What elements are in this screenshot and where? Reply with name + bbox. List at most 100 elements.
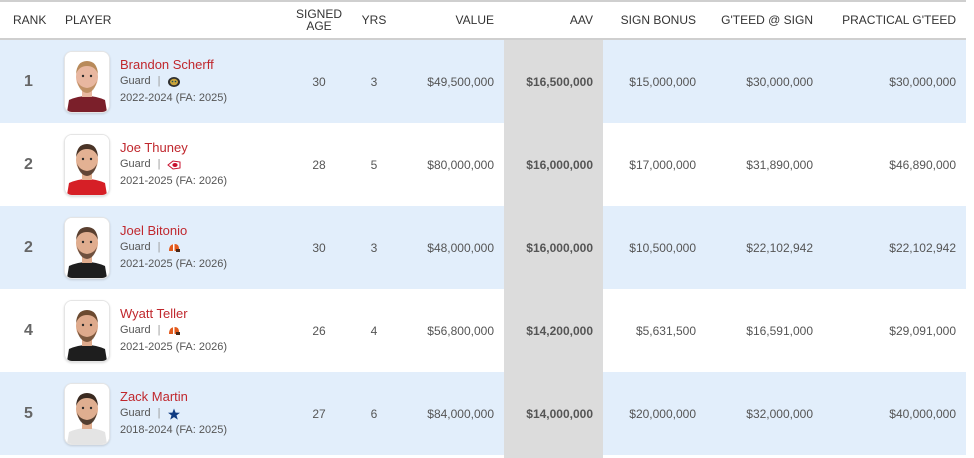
player-meta: Guard | xyxy=(120,73,227,90)
signed-age-header-line2: AGE xyxy=(306,19,332,33)
player-name-link[interactable]: Wyatt Teller xyxy=(120,306,188,321)
player-headshot[interactable] xyxy=(64,299,110,362)
gteed-at-sign-cell: $32,000,000 xyxy=(706,372,823,455)
player-position: Guard xyxy=(120,407,151,419)
sign-bonus-cell: $15,000,000 xyxy=(603,39,706,123)
signed-age-header[interactable]: SIGNED AGE xyxy=(284,2,354,40)
player-headshot[interactable] xyxy=(64,133,110,196)
player-info: Zack Martin Guard | 2018-2024 (FA: 2025) xyxy=(120,388,227,439)
player-cell: Joel Bitonio Guard | 2021-2025 (FA: 2026… xyxy=(57,206,284,289)
player-info: Joe Thuney Guard | 2021-2025 (FA: 2026) xyxy=(120,139,227,190)
top-rule xyxy=(0,0,966,2)
player-headshot[interactable] xyxy=(64,382,110,445)
yrs-cell: 3 xyxy=(354,39,394,123)
signed-age-cell: 30 xyxy=(284,206,354,289)
rank-cell: 2 xyxy=(0,206,57,289)
player-cell: Wyatt Teller Guard | 2021-2025 (FA: 2026… xyxy=(57,289,284,372)
rank-header[interactable]: RANK xyxy=(0,2,57,40)
sign-bonus-cell: $10,500,000 xyxy=(603,206,706,289)
table-row-3: 2 Joel Bitonio Guard | 2021-2025 (FA: 20… xyxy=(0,206,966,289)
jaguars-logo-icon[interactable] xyxy=(167,76,181,88)
player-headshot[interactable] xyxy=(64,216,110,279)
chiefs-logo-icon[interactable] xyxy=(167,159,181,171)
player-name-link[interactable]: Brandon Scherff xyxy=(120,57,214,72)
player-meta: Guard | xyxy=(120,322,227,339)
contract-years: 2022-2024 (FA: 2025) xyxy=(120,92,228,104)
player-name-link[interactable]: Zack Martin xyxy=(120,389,188,404)
aav-cell: $16,000,000 xyxy=(504,123,603,206)
player-meta: Guard | xyxy=(120,405,227,422)
contract-years: 2021-2025 (FA: 2026) xyxy=(120,258,228,270)
player-cell: Joe Thuney Guard | 2021-2025 (FA: 2026) xyxy=(57,123,284,206)
rank-cell: 5 xyxy=(0,372,57,455)
signed-age-cell: 28 xyxy=(284,123,354,206)
rank-cell: 2 xyxy=(0,123,57,206)
sign-bonus-cell: $5,631,500 xyxy=(603,289,706,372)
signed-age-header-line1: SIGNED xyxy=(295,7,342,21)
player-headshot[interactable] xyxy=(64,50,110,113)
value-cell: $56,800,000 xyxy=(394,289,504,372)
practical-gteed-cell: $46,890,000 xyxy=(823,123,966,206)
aav-header[interactable]: AAV xyxy=(504,2,603,40)
browns-logo-icon[interactable] xyxy=(167,325,181,337)
player-block: Joel Bitonio Guard | 2021-2025 (FA: 2026… xyxy=(57,216,284,279)
player-position: Guard xyxy=(120,241,151,253)
practical-gteed-cell: $29,091,000 xyxy=(823,289,966,372)
player-info: Brandon Scherff Guard | 2022-2024 (FA: 2… xyxy=(120,56,227,107)
yrs-cell: 3 xyxy=(354,206,394,289)
player-name-link[interactable]: Joe Thuney xyxy=(120,140,188,155)
player-block: Zack Martin Guard | 2018-2024 (FA: 2025) xyxy=(57,382,284,445)
player-name-link[interactable]: Joel Bitonio xyxy=(120,223,188,238)
cowboys-star-icon[interactable] xyxy=(167,408,181,420)
meta-separator: | xyxy=(157,241,161,253)
table-row-4: 4 Wyatt Teller Guard | 2021-2025 (FA: 20… xyxy=(0,289,966,372)
meta-separator: | xyxy=(157,158,161,170)
practical-gteed-header[interactable]: PRACTICAL G'TEED xyxy=(823,2,966,40)
value-cell: $48,000,000 xyxy=(394,206,504,289)
value-cell: $80,000,000 xyxy=(394,123,504,206)
aav-cell: $14,200,000 xyxy=(504,289,603,372)
contract-years: 2021-2025 (FA: 2026) xyxy=(120,341,228,353)
meta-separator: | xyxy=(157,75,161,87)
rank-cell: 1 xyxy=(0,39,57,123)
player-meta: Guard | xyxy=(120,156,227,173)
player-cell: Zack Martin Guard | 2018-2024 (FA: 2025) xyxy=(57,372,284,455)
gteed-at-sign-header[interactable]: G'TEED @ SIGN xyxy=(706,2,823,40)
gteed-at-sign-cell: $16,591,000 xyxy=(706,289,823,372)
rank-cell: 4 xyxy=(0,289,57,372)
contract-years: 2021-2025 (FA: 2026) xyxy=(120,175,228,187)
table-row-1: 1 Brandon Scherff Guard | 2022-2024 (FA:… xyxy=(0,39,966,123)
practical-gteed-cell: $40,000,000 xyxy=(823,372,966,455)
player-block: Wyatt Teller Guard | 2021-2025 (FA: 2026… xyxy=(57,299,284,362)
gteed-at-sign-cell: $31,890,000 xyxy=(706,123,823,206)
contract-years: 2018-2024 (FA: 2025) xyxy=(120,424,228,436)
player-position: Guard xyxy=(120,158,151,170)
signed-age-cell: 30 xyxy=(284,39,354,123)
player-header[interactable]: PLAYER xyxy=(57,2,284,40)
yrs-cell: 5 xyxy=(354,123,394,206)
sign-bonus-cell: $17,000,000 xyxy=(603,123,706,206)
player-block: Brandon Scherff Guard | 2022-2024 (FA: 2… xyxy=(57,50,284,113)
player-meta: Guard | xyxy=(120,239,227,256)
yrs-header[interactable]: YRS xyxy=(354,2,394,40)
practical-gteed-cell: $30,000,000 xyxy=(823,39,966,123)
player-block: Joe Thuney Guard | 2021-2025 (FA: 2026) xyxy=(57,133,284,196)
player-position: Guard xyxy=(120,75,151,87)
aav-cell: $16,500,000 xyxy=(504,39,603,123)
signed-age-cell: 27 xyxy=(284,372,354,455)
meta-separator: | xyxy=(157,407,161,419)
gteed-at-sign-cell: $30,000,000 xyxy=(706,39,823,123)
header-row: RANK PLAYER SIGNED AGE YRS VALUE AAV SIG… xyxy=(0,2,966,40)
gteed-at-sign-cell: $22,102,942 xyxy=(706,206,823,289)
sign-bonus-header[interactable]: SIGN BONUS xyxy=(603,2,706,40)
player-info: Joel Bitonio Guard | 2021-2025 (FA: 2026… xyxy=(120,222,227,273)
browns-logo-icon[interactable] xyxy=(167,242,181,254)
yrs-cell: 4 xyxy=(354,289,394,372)
value-cell: $49,500,000 xyxy=(394,39,504,123)
value-cell: $84,000,000 xyxy=(394,372,504,455)
value-header[interactable]: VALUE xyxy=(394,2,504,40)
table-row-5: 5 Zack Martin Guard | 2018-2024 (FA: 202… xyxy=(0,372,966,455)
practical-gteed-cell: $22,102,942 xyxy=(823,206,966,289)
